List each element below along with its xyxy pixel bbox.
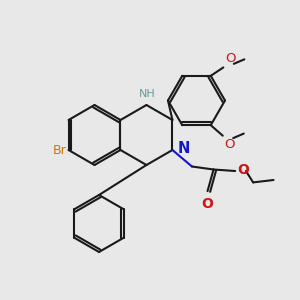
Text: O: O [225, 52, 236, 65]
Text: O: O [201, 196, 213, 211]
Text: N: N [178, 141, 190, 156]
Text: Br: Br [52, 143, 66, 157]
Text: O: O [237, 164, 249, 177]
Text: NH: NH [139, 89, 155, 99]
Text: O: O [224, 138, 235, 151]
